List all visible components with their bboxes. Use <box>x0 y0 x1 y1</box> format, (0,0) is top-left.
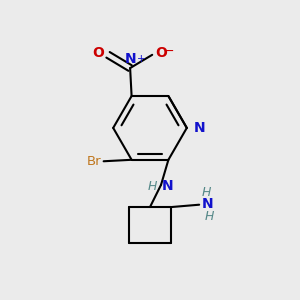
Text: N: N <box>193 121 205 135</box>
Text: H: H <box>205 210 214 223</box>
Text: H: H <box>147 180 157 193</box>
Text: N: N <box>125 52 136 66</box>
Text: H: H <box>202 186 211 200</box>
Text: −: − <box>164 45 175 58</box>
Text: Br: Br <box>87 155 101 168</box>
Text: N: N <box>202 197 214 211</box>
Text: N: N <box>162 179 173 193</box>
Text: O: O <box>93 46 104 60</box>
Text: O: O <box>155 46 167 60</box>
Text: +: + <box>136 54 145 64</box>
